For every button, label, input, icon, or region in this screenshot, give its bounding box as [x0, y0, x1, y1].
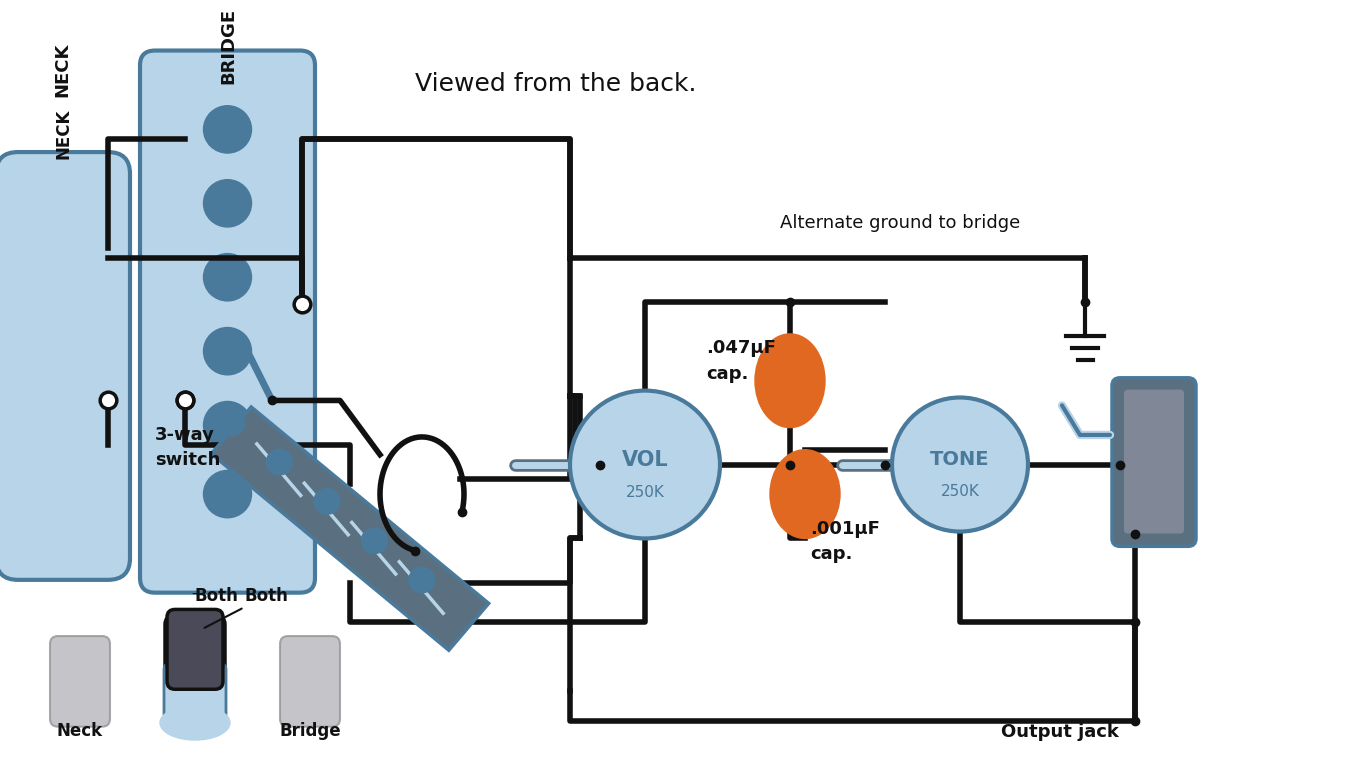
FancyBboxPatch shape: [50, 636, 111, 726]
Circle shape: [570, 390, 720, 539]
Text: –: –: [191, 587, 198, 601]
FancyBboxPatch shape: [1124, 390, 1184, 534]
Circle shape: [204, 254, 252, 301]
Text: Neck: Neck: [57, 722, 102, 740]
Text: Bridge: Bridge: [279, 722, 341, 740]
Circle shape: [204, 401, 252, 449]
Text: BRIDGE: BRIDGE: [218, 8, 237, 84]
Circle shape: [204, 470, 252, 518]
FancyBboxPatch shape: [1112, 378, 1196, 546]
Polygon shape: [212, 407, 489, 650]
Ellipse shape: [770, 450, 840, 539]
Text: NECK: NECK: [53, 43, 71, 98]
Text: NECK: NECK: [54, 109, 71, 159]
Circle shape: [204, 327, 252, 375]
Text: Alternate ground to bridge: Alternate ground to bridge: [780, 214, 1020, 232]
FancyBboxPatch shape: [140, 50, 315, 593]
Text: Output jack: Output jack: [1002, 722, 1119, 740]
Circle shape: [892, 397, 1029, 532]
Text: 3-way: 3-way: [155, 426, 214, 444]
Ellipse shape: [160, 705, 231, 740]
FancyBboxPatch shape: [164, 663, 226, 720]
Text: 250K: 250K: [625, 485, 665, 500]
Text: cap.: cap.: [810, 546, 852, 563]
Circle shape: [314, 489, 340, 514]
Text: cap.: cap.: [706, 365, 748, 383]
FancyBboxPatch shape: [167, 609, 222, 689]
Circle shape: [204, 106, 252, 153]
Circle shape: [204, 180, 252, 227]
Circle shape: [218, 410, 245, 435]
Circle shape: [361, 528, 387, 553]
FancyBboxPatch shape: [0, 152, 129, 580]
Text: .047μF: .047μF: [706, 339, 776, 357]
Text: 250K: 250K: [941, 483, 980, 499]
Circle shape: [267, 449, 293, 475]
Text: switch: switch: [155, 451, 220, 469]
Text: Both: Both: [195, 587, 239, 605]
Text: TONE: TONE: [930, 450, 989, 469]
Text: VOL: VOL: [621, 449, 669, 469]
FancyBboxPatch shape: [280, 636, 340, 726]
Text: Both: Both: [205, 587, 288, 628]
Ellipse shape: [755, 334, 825, 428]
Text: Viewed from the back.: Viewed from the back.: [415, 72, 697, 96]
Text: .001μF: .001μF: [810, 519, 880, 538]
Circle shape: [408, 567, 435, 593]
FancyBboxPatch shape: [164, 616, 225, 707]
